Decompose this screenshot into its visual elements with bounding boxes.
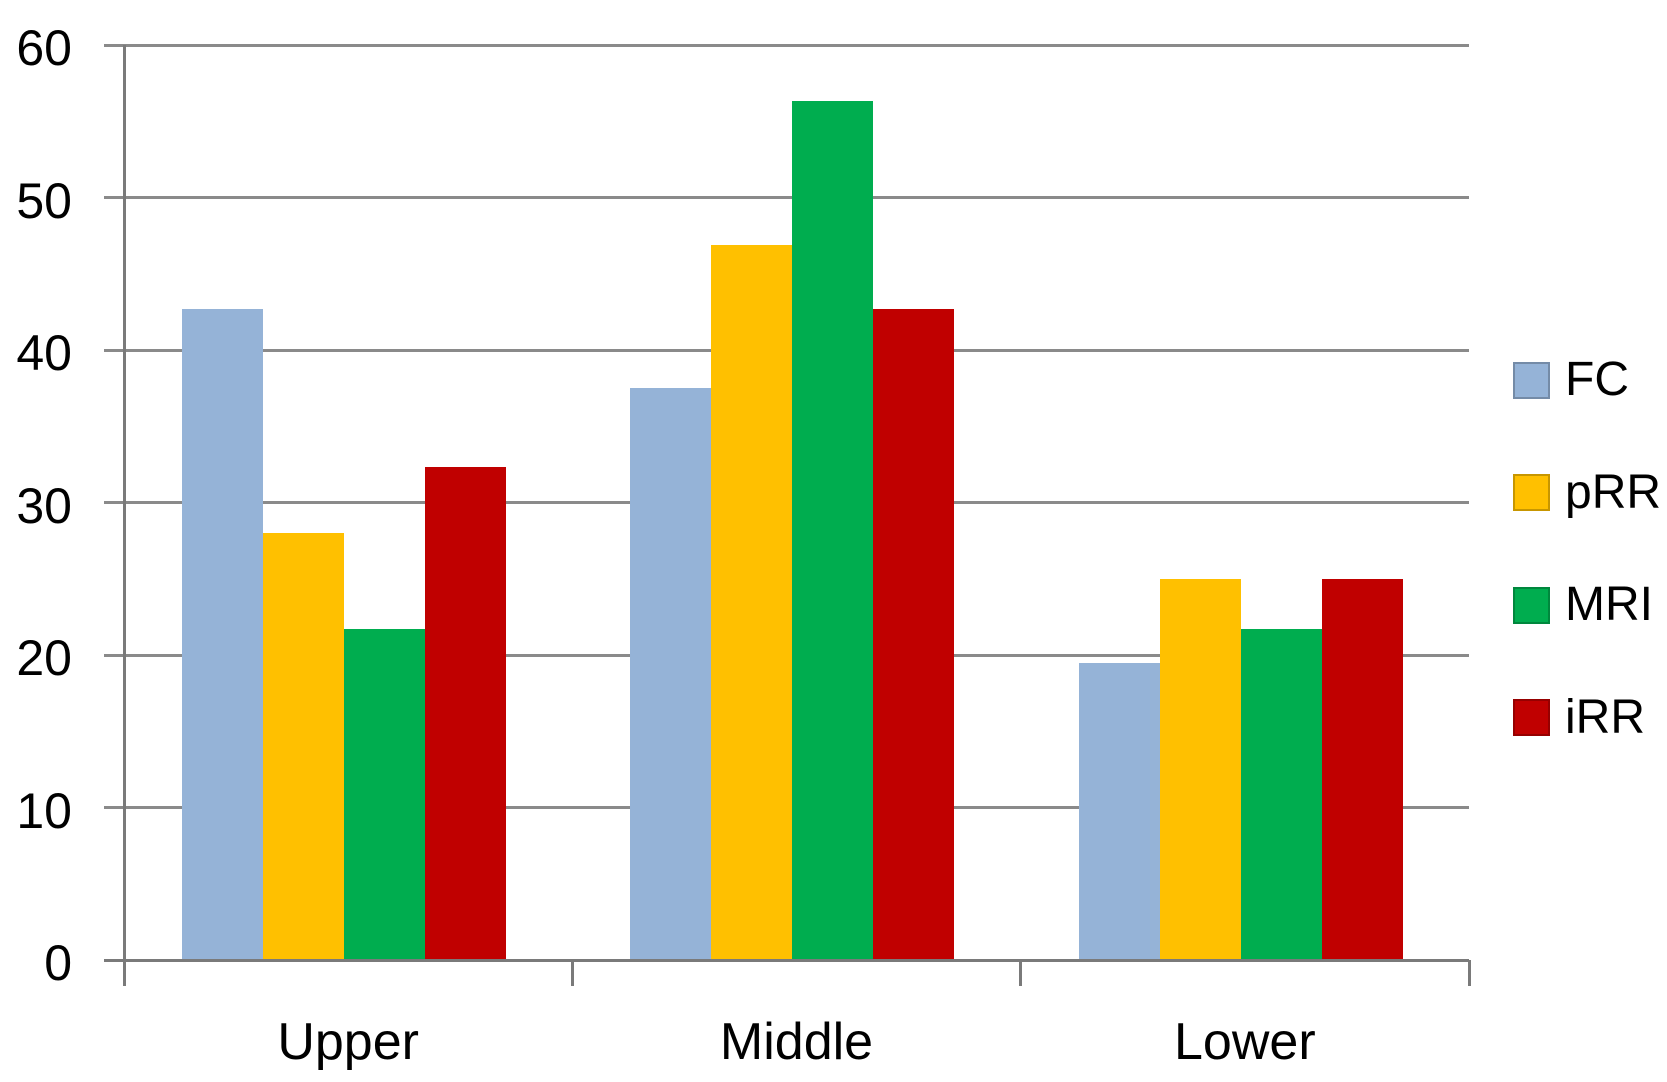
- y-tick-label-10: 10: [16, 782, 72, 839]
- gridline-60: [104, 43, 1469, 47]
- bar-mri-lower: [1241, 629, 1322, 960]
- bar-irr-upper: [425, 467, 506, 960]
- legend-item-fc: FC: [1513, 356, 1629, 404]
- category-label-middle: Middle: [719, 1013, 874, 1071]
- bar-prr-lower: [1160, 578, 1241, 960]
- bar-irr-middle: [873, 308, 954, 960]
- bar-fc-upper: [182, 308, 263, 960]
- legend-label-prr: pRR: [1565, 465, 1662, 519]
- bar-fc-lower: [1079, 662, 1160, 960]
- category-label-lower: Lower: [1174, 1013, 1316, 1071]
- bar-fc-middle: [630, 388, 711, 960]
- legend-item-mri: MRI: [1513, 581, 1653, 629]
- x-axis-tick-1: [570, 960, 574, 986]
- bar-prr-upper: [263, 533, 344, 960]
- bar-mri-upper: [344, 629, 425, 960]
- legend-label-irr: iRR: [1565, 690, 1645, 744]
- y-tick-label-20: 20: [16, 630, 72, 686]
- bar-prr-middle: [711, 244, 792, 960]
- legend-item-irr: iRR: [1513, 690, 1645, 744]
- bar-mri-middle: [792, 101, 873, 960]
- bar-irr-lower: [1322, 578, 1403, 960]
- x-axis-line: [104, 958, 1469, 962]
- legend-label-mri: MRI: [1565, 578, 1653, 631]
- y-tick-label-40: 40: [16, 325, 72, 381]
- legend-label-fc: FC: [1565, 353, 1629, 406]
- legend-item-prr: pRR: [1513, 465, 1662, 519]
- y-tick-label-0: 0: [44, 935, 72, 991]
- legend-swatch-irr-icon: [1513, 699, 1550, 736]
- y-axis-line: [122, 45, 126, 986]
- y-tick-label-50: 50: [16, 172, 72, 229]
- x-axis-tick-3: [1467, 960, 1471, 986]
- legend-swatch-prr-icon: [1513, 474, 1550, 511]
- x-axis-tick-2: [1019, 960, 1023, 986]
- gridline-50: [104, 196, 1469, 199]
- legend-swatch-mri-icon: [1513, 586, 1550, 624]
- y-tick-label-60: 60: [16, 20, 72, 76]
- category-label-upper: Upper: [277, 1013, 419, 1071]
- y-tick-label-30: 30: [16, 477, 72, 534]
- legend-swatch-fc-icon: [1513, 361, 1550, 399]
